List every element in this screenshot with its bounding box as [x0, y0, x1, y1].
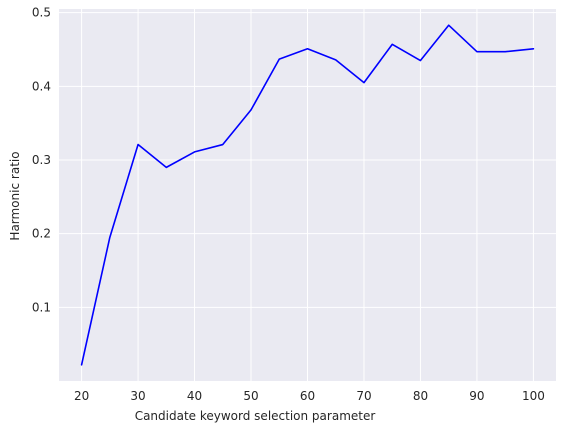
y-tick-label: 0.5: [32, 6, 51, 20]
data-point: [164, 165, 168, 169]
x-tick-label: 70: [356, 389, 371, 403]
data-point: [447, 23, 451, 27]
data-point: [193, 150, 197, 154]
x-tick-label: 50: [243, 389, 258, 403]
x-tick-label: 40: [187, 389, 202, 403]
data-point: [503, 50, 507, 54]
x-tick-labels: 20 30 40 50 60 70 80 90 100: [74, 389, 545, 403]
grid: [59, 9, 556, 381]
data-point: [475, 50, 479, 54]
data-point: [221, 143, 225, 147]
x-tick-label: 100: [522, 389, 545, 403]
data-point: [418, 59, 422, 63]
data-point: [390, 42, 394, 46]
y-tick-label: 0.2: [32, 227, 51, 241]
y-axis-label: Harmonic ratio: [8, 151, 22, 240]
data-point: [80, 363, 84, 367]
x-tick-label: 90: [469, 389, 484, 403]
y-tick-label: 0.4: [32, 79, 51, 93]
x-tick-label: 60: [300, 389, 315, 403]
x-tick-label: 30: [130, 389, 145, 403]
series-line-0: [80, 24, 535, 366]
x-tick-label: 80: [413, 389, 428, 403]
data-point: [277, 57, 281, 61]
x-tick-label: 20: [74, 389, 89, 403]
series-layer: [80, 23, 535, 367]
data-point: [249, 108, 253, 112]
data-point: [108, 235, 112, 239]
y-tick-label: 0.3: [32, 153, 51, 167]
x-axis-label: Candidate keyword selection parameter: [135, 409, 376, 423]
y-tick-labels: 0.1 0.2 0.3 0.4 0.5: [32, 6, 51, 315]
data-point: [306, 47, 310, 51]
data-point: [136, 143, 140, 147]
data-point: [531, 47, 535, 51]
data-point: [362, 81, 366, 85]
y-tick-label: 0.1: [32, 300, 51, 314]
data-point: [334, 58, 338, 62]
